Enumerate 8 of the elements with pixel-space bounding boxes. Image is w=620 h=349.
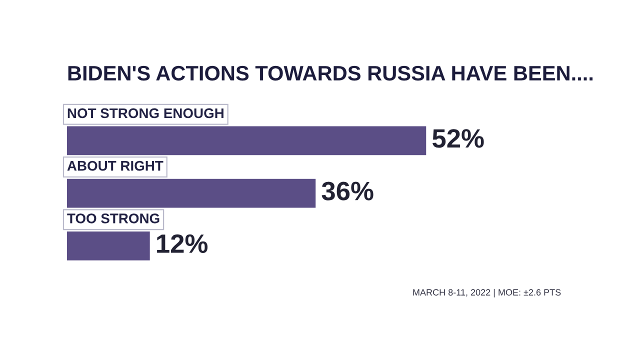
y-tick-label: NOT STRONG ENOUGH bbox=[68, 108, 224, 118]
data-label: 52% bbox=[432, 129, 484, 148]
data-label: 36% bbox=[322, 182, 374, 200]
y-tick-label: TOO STRONG bbox=[67, 214, 160, 224]
y-tick-label: ABOUT RIGHT bbox=[67, 160, 164, 171]
text: MARCH 8-11, 2022 | MOE: ±2.6 PTS bbox=[413, 288, 561, 298]
data-label: 12% bbox=[157, 234, 208, 253]
chart-title: BIDEN'S ACTIONS TOWARDS RUSSIA HAVE BEEN.... bbox=[68, 66, 593, 81]
